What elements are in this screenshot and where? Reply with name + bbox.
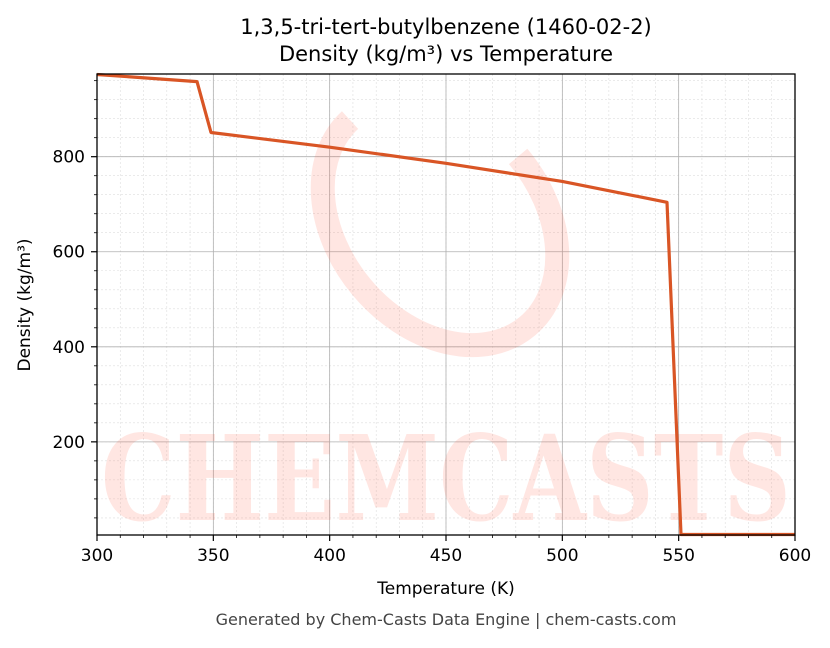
y-axis-ticks: 200 400 600 800 — [53, 80, 97, 519]
x-tick-label: 400 — [313, 546, 345, 566]
watermark-text: CHEMCASTS — [101, 409, 791, 548]
x-axis-label: Temperature (K) — [376, 579, 515, 599]
chart-title-line1: 1,3,5-tri-tert-butylbenzene (1460-02-2) — [240, 15, 652, 39]
footer-credit: Generated by Chem-Casts Data Engine | ch… — [216, 610, 677, 629]
density-series-line — [96, 72, 795, 537]
x-tick-label: 550 — [662, 546, 694, 566]
x-tick-label: 300 — [81, 546, 113, 566]
y-tick-label: 200 — [53, 433, 85, 453]
x-tick-label: 350 — [197, 546, 229, 566]
x-tick-label: 600 — [779, 546, 811, 566]
y-tick-label: 800 — [53, 148, 85, 168]
x-axis-ticks: 300 350 400 450 500 550 600 — [81, 535, 811, 566]
y-tick-label: 600 — [53, 243, 85, 263]
y-axis-label: Density (kg/m³) — [15, 238, 35, 371]
chart-title-line2: Density (kg/m³) vs Temperature — [279, 42, 613, 66]
series-layer — [96, 72, 795, 537]
x-tick-label: 500 — [546, 546, 578, 566]
x-tick-label: 450 — [430, 546, 462, 566]
y-tick-label: 400 — [53, 338, 85, 358]
watermark-logo-ring — [310, 86, 570, 358]
